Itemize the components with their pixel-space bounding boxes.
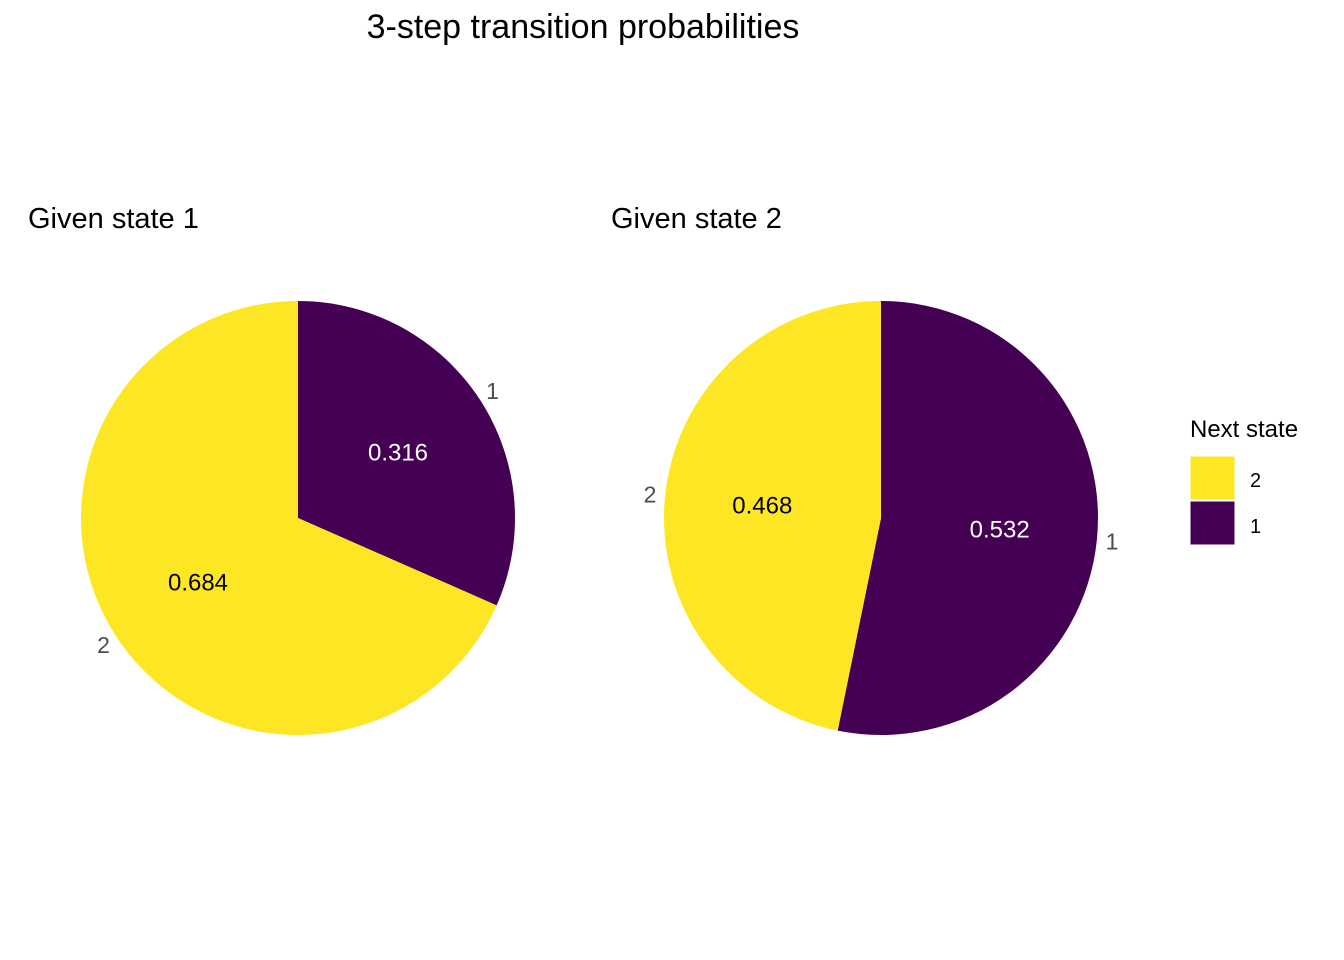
- chart-title: 3-step transition probabilities: [367, 8, 800, 46]
- pie-given-state-1: 0.316 1 0.684 2: [81, 301, 516, 735]
- legend-label-2: 2: [1250, 470, 1261, 492]
- pie-slice-state-2: [663, 301, 881, 731]
- slice-category-label: 2: [97, 632, 110, 658]
- slice-value-label: 0.468: [732, 493, 792, 520]
- pie-given-state-2: 0.532 1 0.468 2: [644, 301, 1119, 735]
- legend: Next state 2 1: [1189, 416, 1298, 546]
- pie-slice-state-1: [298, 301, 516, 606]
- slice-category-label: 2: [644, 482, 657, 508]
- panel-title-given-state-2: Given state 2: [611, 203, 782, 235]
- slice-value-label: 0.316: [368, 439, 428, 466]
- pie-slice-state-2: [81, 301, 497, 735]
- slice-category-label: 1: [486, 378, 499, 404]
- panel-given-state-2: Given state 2 0.532 1 0.468 2: [611, 203, 1118, 735]
- slice-value-label: 0.532: [970, 517, 1030, 544]
- slice-value-label: 0.684: [168, 570, 228, 597]
- legend-title: Next state: [1190, 416, 1298, 443]
- legend-key-2: [1189, 455, 1236, 501]
- slice-category-label: 1: [1106, 528, 1119, 554]
- legend-label-1: 1: [1250, 516, 1261, 538]
- legend-key-1: [1189, 500, 1236, 546]
- panel-given-state-1: Given state 1 0.316 1 0.684 2: [28, 203, 516, 735]
- pie-slice-state-1: [837, 301, 1098, 735]
- panel-title-given-state-1: Given state 1: [28, 203, 199, 235]
